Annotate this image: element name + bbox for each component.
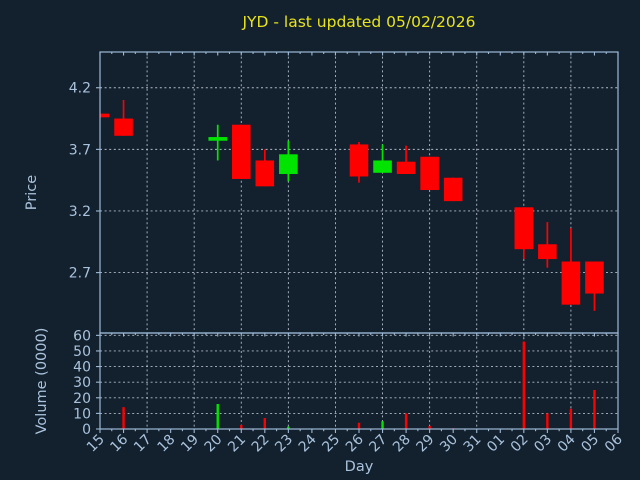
price-tick-label: 4.2: [69, 81, 91, 97]
price-axis-title: Price: [24, 175, 40, 210]
x-tick-label: 20: [202, 432, 226, 456]
x-tick-label: 18: [155, 432, 179, 456]
plot-borders: [99, 51, 619, 430]
x-tick-label: 23: [272, 432, 296, 456]
volume-tick-label: 20: [73, 391, 91, 407]
chart-title: JYD - last updated 05/02/2026: [241, 13, 475, 31]
price-tick-label: 3.2: [69, 204, 91, 220]
x-tick-label: 06: [602, 431, 626, 455]
x-tick-label: 17: [131, 432, 155, 456]
volume-tick-label: 40: [73, 360, 91, 376]
candle-body: [585, 261, 604, 294]
candle-body: [443, 177, 463, 202]
volume-bar: [593, 389, 596, 429]
candle-body: [538, 244, 557, 260]
x-tick-label: 22: [249, 432, 273, 456]
volume-bar: [240, 425, 243, 429]
candle-body: [255, 160, 275, 187]
volume-tick-label: 0: [82, 422, 91, 438]
volume-bar: [522, 341, 526, 429]
volume-bars: [122, 341, 596, 429]
candle-body: [100, 113, 110, 118]
volume-axis-title: Volume (0000): [34, 328, 50, 435]
volume-bar: [287, 426, 290, 429]
candle-body: [514, 207, 534, 250]
candle-body: [420, 156, 439, 191]
candle-body: [373, 160, 392, 173]
x-tick-label: 01: [484, 432, 508, 456]
x-axis-title: Day: [345, 459, 374, 475]
x-tick-label: 30: [437, 432, 461, 456]
volume-bar: [216, 404, 219, 429]
x-tick-label: 31: [461, 432, 485, 456]
price-tick-label: 2.7: [69, 266, 91, 282]
x-tick-label: 26: [343, 431, 367, 455]
axis-ticks: [96, 52, 619, 433]
candle-body: [396, 161, 416, 175]
x-tick-label: 29: [414, 432, 438, 456]
volume-tick-label: 10: [73, 406, 91, 422]
gridlines: [100, 52, 619, 429]
x-tick-label: 21: [225, 432, 249, 456]
volume-bar: [263, 418, 267, 429]
candle-body: [114, 118, 133, 136]
volume-tick-label: 30: [73, 375, 91, 391]
candle-body: [561, 261, 581, 305]
volume-bar: [357, 422, 361, 429]
candle-body: [231, 124, 251, 179]
x-tick-label: 19: [178, 432, 202, 456]
x-tick-label: 24: [296, 431, 320, 455]
volume-bar: [569, 408, 573, 429]
volume-bar: [122, 407, 125, 429]
x-tick-label: 28: [390, 432, 414, 456]
candles: [100, 100, 604, 311]
volume-bar: [381, 421, 384, 429]
price-tick-label: 3.7: [69, 142, 91, 158]
volume-bar: [428, 425, 431, 429]
volume-bar: [546, 413, 549, 429]
x-tick-label: 27: [366, 432, 390, 456]
x-tick-label: 02: [508, 432, 532, 456]
volume-tick-label: 60: [73, 328, 91, 344]
candle-body: [279, 154, 298, 175]
candle-body: [349, 144, 369, 177]
candle-body: [208, 137, 228, 141]
volume-bar: [404, 413, 408, 429]
x-tick-label: 16: [107, 431, 131, 455]
x-tick-label: 04: [555, 431, 579, 455]
x-tick-label: 05: [578, 432, 602, 456]
volume-tick-label: 50: [73, 344, 91, 360]
x-tick-label: 25: [319, 432, 343, 456]
x-tick-label: 03: [531, 432, 555, 456]
